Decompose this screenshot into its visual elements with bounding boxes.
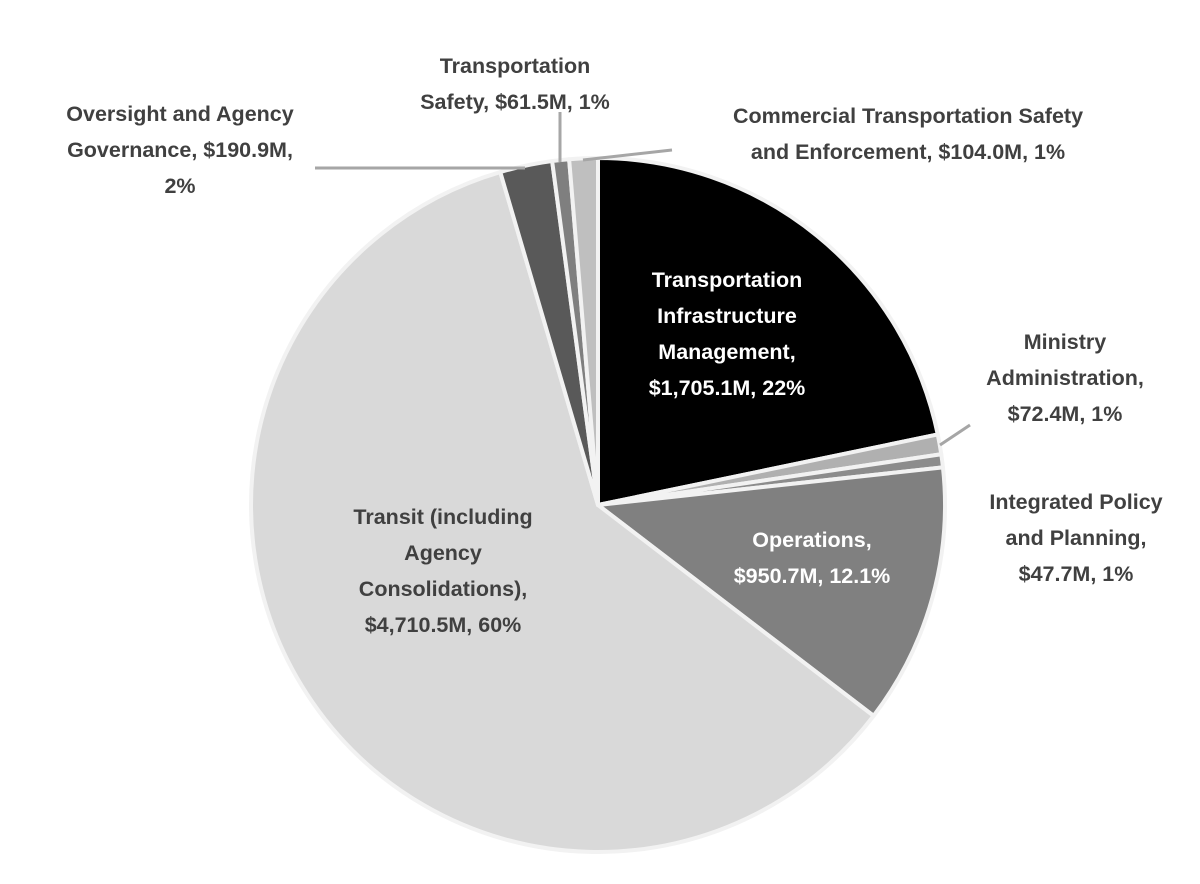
data-label-transit: Transit (including Agency Consolidations),…	[353, 499, 532, 643]
data-label-infrastructure: Transportation Infrastructure Management, $…	[649, 262, 806, 406]
data-label-line: Consolidations),	[358, 577, 528, 601]
data-label-line: $1,705.1M, 22%	[648, 376, 806, 400]
data-label-transportation-safety: Transportation Safety, $61.5M, 1%	[420, 48, 610, 120]
data-label-operations: Operations, $950.7M, 12.1%	[734, 522, 891, 594]
data-label-line: $47.7M, 1%	[1018, 562, 1134, 586]
pie-slice-operations	[596, 465, 947, 718]
data-label-line: Transportation	[651, 268, 803, 292]
pie-slice-transit-including-agency-consolidations	[249, 170, 876, 854]
pie-slice-transportation-infrastructure-management	[596, 156, 940, 507]
data-label-line: and Planning,	[1005, 526, 1147, 550]
data-label-integrated-policy: Integrated Policy and Planning, $47.7M, 1%	[989, 484, 1162, 592]
leader-line-commercial	[582, 148, 673, 162]
data-label-line: Infrastructure	[657, 304, 797, 328]
data-label-line: Management,	[658, 340, 796, 364]
data-label-line: Agency	[404, 541, 482, 565]
data-label-line: Administration,	[986, 366, 1144, 390]
data-label-line: $950.7M, 12.1%	[733, 564, 891, 588]
data-label-line: Transportation	[439, 54, 591, 78]
data-label-line: Integrated Policy	[989, 490, 1163, 514]
data-label-line: Safety, $61.5M, 1%	[420, 90, 610, 114]
data-label-ministry-administration: Ministry Administration, $72.4M, 1%	[986, 324, 1144, 432]
data-label-line: $72.4M, 1%	[1007, 402, 1123, 426]
data-label-line: Commercial Transportation Safety	[732, 104, 1084, 128]
data-label-line: Operations,	[752, 528, 872, 552]
data-label-line: Transit (including	[353, 505, 533, 529]
data-label-oversight: Oversight and Agency Governance, $190.9M,…	[66, 96, 293, 204]
data-label-line: Governance, $190.9M,	[67, 138, 293, 162]
data-label-line: and Enforcement, $104.0M, 1%	[750, 140, 1066, 164]
data-label-line: $4,710.5M, 60%	[364, 613, 522, 637]
data-label-commercial: Commercial Transportation Safety and Enfo…	[733, 98, 1083, 170]
data-label-line: Oversight and Agency	[66, 102, 294, 126]
leader-line-ministry	[939, 423, 971, 447]
data-label-line: 2%	[164, 174, 196, 198]
data-label-line: Ministry	[1023, 330, 1107, 354]
